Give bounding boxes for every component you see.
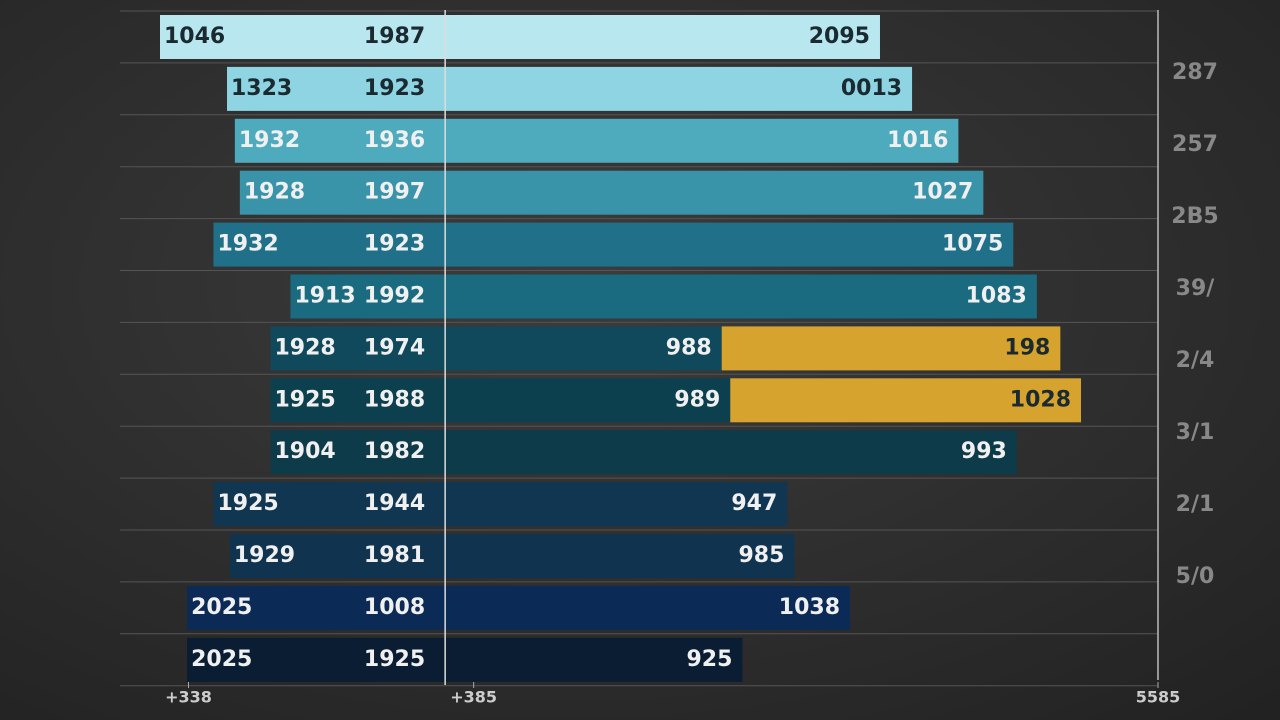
left-bar: [213, 482, 446, 527]
x-tick-label: 5585: [1136, 688, 1181, 707]
bar: [445, 430, 1017, 475]
category-label: 1928: [244, 180, 305, 205]
middle-label: 1923: [364, 76, 425, 101]
bar-label: 988: [666, 335, 712, 360]
left-bar: [234, 118, 446, 163]
middle-label: 1997: [364, 180, 425, 205]
left-bar: [187, 637, 446, 682]
category-label: 1046: [164, 24, 225, 49]
right-label: 2/1: [1176, 492, 1215, 517]
middle-label: 1988: [364, 387, 425, 412]
left-bar: [229, 534, 446, 578]
category-label: 1904: [274, 439, 335, 464]
middle-label: 1987: [364, 24, 425, 49]
right-label: 39/: [1176, 276, 1216, 301]
bar: [445, 637, 743, 682]
bar-label: 989: [674, 387, 720, 412]
right-label: 5/0: [1176, 564, 1215, 589]
category-label: 1929: [234, 543, 295, 568]
bar-label: 1083: [966, 284, 1027, 309]
middle-label: 1944: [364, 491, 425, 516]
middle-label: 1925: [364, 647, 425, 672]
middle-label: 1992: [364, 284, 425, 309]
category-label: 1925: [274, 387, 335, 412]
bar: [445, 170, 984, 215]
middle-label: 1974: [364, 335, 425, 360]
right-label: 2B5: [1171, 204, 1218, 229]
category-label: 2025: [191, 647, 252, 672]
right-label: 2/4: [1176, 348, 1215, 373]
bar: [445, 326, 722, 371]
bar: [445, 66, 913, 111]
left-bar: [227, 66, 446, 111]
bar: [445, 274, 1037, 319]
bar: [730, 378, 1082, 423]
middle-label: 1981: [364, 543, 425, 568]
left-bar: [160, 15, 446, 59]
bar-label: 1075: [942, 232, 1003, 257]
left-bar: [213, 222, 446, 267]
left-bar: [290, 274, 446, 319]
middle-label: 1982: [364, 439, 425, 464]
middle-label: 1923: [364, 232, 425, 257]
right-label: 287: [1172, 60, 1218, 85]
bar: [445, 378, 731, 423]
left-bar: [270, 378, 446, 423]
right-label: 257: [1172, 132, 1218, 157]
bar-label: 1028: [1010, 387, 1071, 412]
left-bar: [239, 170, 446, 215]
x-tick-label: +385: [450, 688, 497, 707]
middle-label: 1008: [364, 595, 425, 620]
bar-label: 993: [961, 439, 1007, 464]
bar: [445, 15, 880, 59]
bar: [445, 534, 795, 578]
bar-label: 1027: [912, 180, 973, 205]
bar: [445, 118, 959, 163]
left-bar: [187, 585, 446, 630]
bar: [445, 222, 1014, 267]
right-label: 3/1: [1176, 420, 1215, 445]
middle-label: 1936: [364, 128, 425, 153]
category-label: 1913: [294, 284, 355, 309]
left-bar: [270, 326, 446, 371]
bar-label: 947: [731, 491, 777, 516]
bar-label: 198: [1004, 335, 1050, 360]
x-tick-label: +338: [165, 688, 212, 707]
category-label: 1928: [274, 335, 335, 360]
bar-label: 925: [686, 647, 732, 672]
bar: [721, 326, 1061, 371]
bar-label: 1016: [887, 128, 948, 153]
bar-label: 985: [739, 543, 785, 568]
bar-label: 1038: [779, 595, 840, 620]
category-label: 1925: [217, 491, 278, 516]
bar-label: 2095: [809, 24, 870, 49]
left-bar: [270, 430, 446, 475]
bar: [445, 585, 851, 630]
bar: [445, 482, 788, 527]
category-label: 1932: [239, 128, 300, 153]
category-label: 1323: [231, 76, 292, 101]
category-label: 1932: [217, 232, 278, 257]
category-label: 2025: [191, 595, 252, 620]
bar-label: 0013: [841, 76, 902, 101]
